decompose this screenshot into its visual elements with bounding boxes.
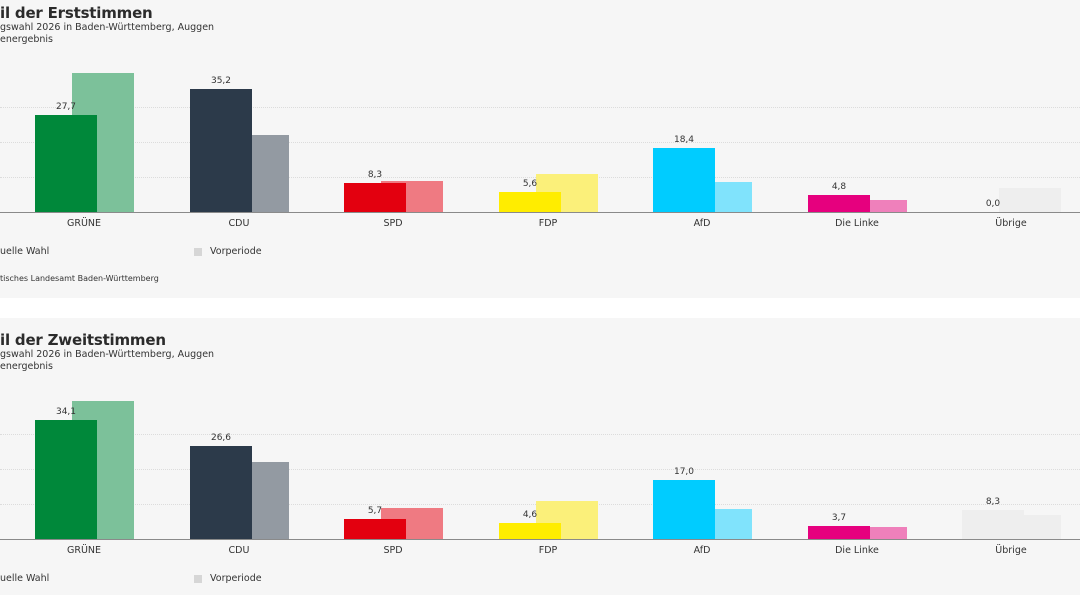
- chart-subtitle-2: energebnis: [0, 361, 53, 372]
- gridline: [0, 434, 1080, 435]
- legend-previous-label: Vorperiode: [210, 246, 262, 257]
- value-label: 27,7: [55, 102, 77, 113]
- value-label: 5,7: [367, 506, 383, 517]
- x-axis-baseline: [0, 539, 1080, 540]
- category-label: Übrige: [995, 545, 1027, 556]
- legend-previous-swatch: [194, 575, 202, 583]
- source-note: tisches Landesamt Baden-Württemberg: [0, 274, 159, 283]
- value-label: 4,6: [522, 509, 538, 520]
- bar-current: [190, 88, 252, 212]
- bar-current: [653, 479, 715, 539]
- legend-previous-label: Vorperiode: [210, 573, 262, 584]
- legend-current-label: uelle Wahl: [0, 573, 50, 584]
- legend-current-label: uelle Wahl: [0, 246, 50, 257]
- value-label: 35,2: [210, 75, 232, 86]
- bar-current: [35, 115, 97, 212]
- bar-previous: [845, 200, 907, 212]
- gridline: [0, 107, 1080, 108]
- value-label: 5,6: [522, 179, 538, 190]
- category-label: AfD: [693, 545, 711, 556]
- category-label: Übrige: [995, 218, 1027, 229]
- value-label: 26,6: [210, 432, 232, 443]
- value-label: 3,7: [831, 513, 847, 524]
- legend-previous-swatch: [194, 248, 202, 256]
- value-label: 8,3: [367, 169, 383, 180]
- bar-current: [808, 526, 870, 539]
- bar-previous: [845, 527, 907, 539]
- bar-current: [653, 147, 715, 212]
- gridline: [0, 142, 1080, 143]
- category-label: Die Linke: [835, 545, 879, 556]
- value-label: 34,1: [55, 406, 77, 417]
- chart-subtitle: gswahl 2026 in Baden-Württemberg, Auggen: [0, 22, 215, 33]
- chart-card-erststimmen: il der Erststimmen gswahl 2026 in Baden-…: [0, 4, 1080, 283]
- bar-previous: [999, 187, 1061, 212]
- category-label: SPD: [383, 218, 403, 229]
- category-label: CDU: [228, 545, 250, 556]
- category-label: FDP: [538, 545, 558, 556]
- bar-current: [808, 195, 870, 212]
- value-label: 17,0: [673, 466, 695, 477]
- bar-current: [499, 522, 561, 539]
- value-label: 0,0: [985, 199, 1001, 209]
- value-label: 4,8: [831, 182, 847, 193]
- bar-current: [344, 519, 406, 539]
- chart-subtitle-2: energebnis: [0, 34, 53, 45]
- bar-current: [35, 419, 97, 539]
- category-label: GRÜNE: [66, 545, 102, 556]
- category-label: GRÜNE: [66, 218, 102, 229]
- gridline: [0, 469, 1080, 470]
- category-label: FDP: [538, 218, 558, 229]
- bar-current: [962, 509, 1024, 539]
- category-label: AfD: [693, 218, 711, 229]
- chart-title: il der Erststimmen: [0, 4, 153, 22]
- x-axis-baseline: [0, 212, 1080, 213]
- bar-current: [499, 192, 561, 212]
- category-label: SPD: [383, 545, 403, 556]
- chart-card-zweitstimmen: il der Zweitstimmen gswahl 2026 in Baden…: [0, 318, 1080, 595]
- category-label: Die Linke: [835, 218, 879, 229]
- value-label: 18,4: [673, 134, 695, 145]
- bar-current: [190, 445, 252, 539]
- category-label: CDU: [228, 218, 250, 229]
- chart-subtitle: gswahl 2026 in Baden-Württemberg, Auggen: [0, 349, 215, 360]
- bar-current: [344, 182, 406, 212]
- chart-title: il der Zweitstimmen: [0, 331, 166, 349]
- value-label: 8,3: [985, 496, 1001, 507]
